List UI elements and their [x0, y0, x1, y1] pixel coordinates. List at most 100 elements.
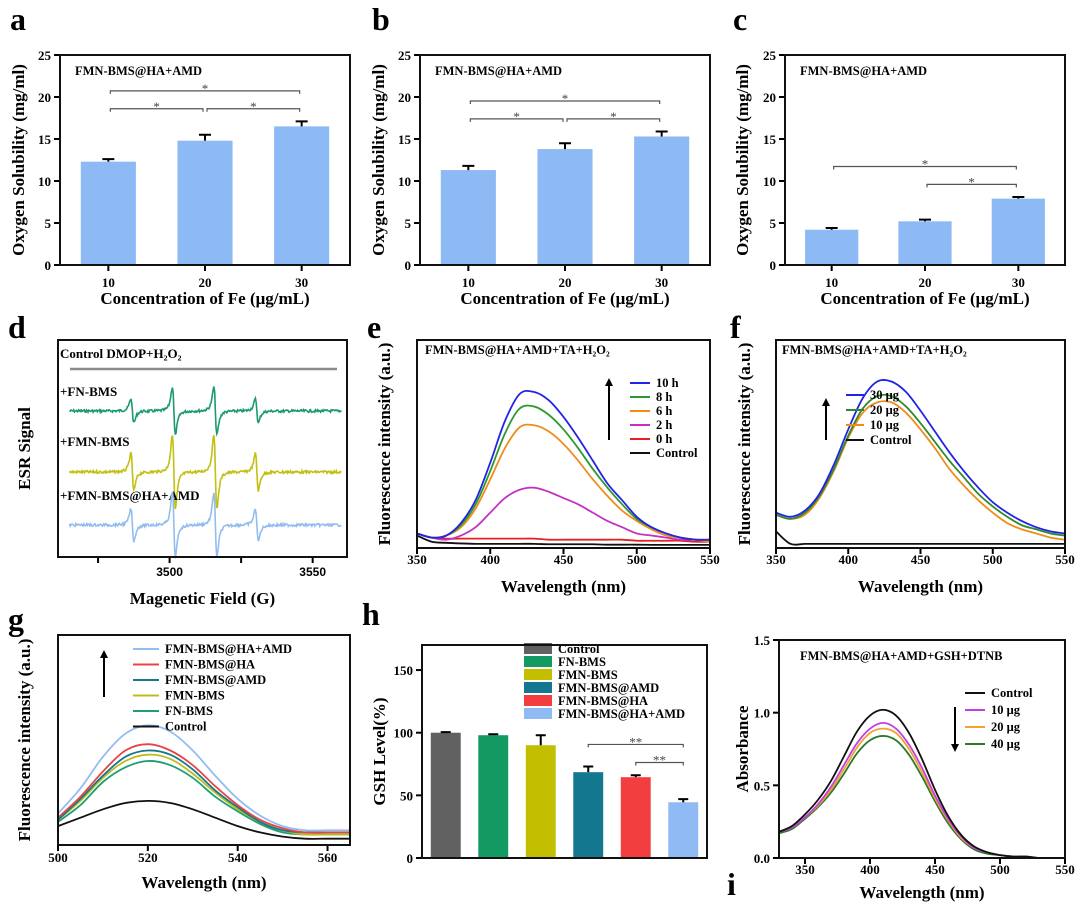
significance-label: *	[202, 81, 209, 96]
plot-frame	[57, 634, 351, 846]
x-axis-label: Magenetic Field (G)	[130, 589, 275, 608]
error-bar	[440, 731, 451, 734]
legend-label: FMN-BMS@HA+AMD	[558, 707, 685, 721]
legend-label: Control	[991, 686, 1033, 700]
y-axis-label: Oxygen Solubility (mg/ml)	[9, 64, 28, 256]
legend: ControlFN-BMSFMN-BMSFMN-BMS@AMDFMN-BMS@H…	[524, 642, 685, 721]
panel-letter: d	[8, 309, 26, 345]
y-tick-label: 50	[400, 788, 413, 803]
legend-label: 40 μg	[991, 737, 1021, 751]
spectrum-line	[69, 386, 342, 437]
x-tick-label: 500	[983, 552, 1003, 567]
y-tick-label: 10	[398, 174, 411, 189]
series-line	[779, 735, 1065, 858]
legend-label: FN-BMS	[558, 655, 606, 669]
x-tick-label: 30	[295, 275, 308, 290]
y-tick-label: 10	[763, 174, 776, 189]
y-tick-label: 1.5	[754, 633, 771, 648]
bar	[668, 802, 699, 858]
x-tick-label: 450	[925, 862, 945, 877]
significance-bracket	[635, 761, 684, 766]
y-tick-label: 5	[45, 216, 52, 231]
error-bar	[630, 774, 641, 778]
error-bar	[102, 158, 115, 162]
y-axis-label: Fluorescence intensity (a.u.)	[735, 343, 754, 546]
series-group	[58, 724, 350, 840]
panel-d: d ESR Signal Magenetic Field (G) 3500 3550 Co…	[8, 309, 348, 608]
error-bar	[825, 227, 838, 230]
x-tick-label: 500	[990, 862, 1010, 877]
x-axis-label: Wavelength (nm)	[501, 577, 626, 596]
legend-label: Control	[656, 446, 698, 460]
spectrum-line	[68, 434, 342, 510]
x-axis-label: Wavelength (nm)	[858, 577, 983, 596]
x-tick-label: 400	[839, 552, 859, 567]
series-line	[779, 721, 1065, 858]
y-tick-label: 100	[394, 726, 414, 741]
panel-g: g Fluorescence intensity (a.u.) Wavelength…	[8, 601, 351, 892]
significance-label: *	[250, 99, 257, 114]
spectrum-label: +FN-BMS	[60, 384, 117, 399]
x-tick-label: 450	[554, 552, 574, 567]
legend-label: 10 μg	[870, 418, 900, 432]
plot-frame	[784, 54, 1066, 266]
x-axis-label: Concentration of Fe (μg/mL)	[100, 289, 309, 308]
y-axis-label: Absorbance	[733, 705, 752, 792]
error-bar	[919, 218, 931, 222]
significance-bracket	[469, 118, 564, 122]
arrow-head-icon	[605, 378, 613, 386]
x-tick-label: 350	[766, 552, 786, 567]
y-tick-label: 15	[398, 132, 412, 147]
series-line	[417, 486, 710, 543]
x-axis-label: Concentration of Fe (μg/mL)	[460, 289, 669, 308]
y-tick-label: 10	[38, 174, 51, 189]
significance-label: *	[153, 99, 160, 114]
legend-swatch	[524, 682, 552, 693]
significance-label: *	[562, 91, 569, 106]
significance-label: **	[653, 753, 666, 768]
y-axis-label: Oxygen Solubility (mg/ml)	[369, 64, 388, 256]
significance-label: *	[922, 157, 929, 172]
panel-title: FMN-BMS@HA+AMD	[435, 64, 562, 78]
spectrum-label: Control DMOP+H₂O₂	[60, 346, 182, 361]
significance-bracket	[833, 165, 1017, 170]
panel-title: FMN-BMS@HA+AMD	[75, 64, 202, 78]
x-tick-label: 10	[825, 275, 838, 290]
x-axis-label: Concentration of Fe (μg/mL)	[820, 289, 1029, 308]
panel-letter: i	[727, 866, 736, 902]
bar	[274, 126, 330, 266]
y-tick-label: 25	[398, 48, 412, 63]
plot-frame	[778, 639, 1066, 859]
y-axis-label: Oxygen Solubility (mg/ml)	[733, 64, 752, 256]
x-tick-label: 520	[138, 850, 158, 865]
bar	[430, 732, 461, 858]
series-group	[779, 708, 1065, 858]
series-line	[58, 799, 350, 840]
y-tick-label: 5	[405, 216, 412, 231]
y-tick-label: 0.5	[754, 778, 771, 793]
legend-label: 8 h	[656, 390, 672, 404]
legend: Control 10 μg 20 μg 40 μg	[965, 686, 1033, 751]
legend-label: FMN-BMS@HA	[558, 694, 648, 708]
bar	[478, 735, 509, 858]
spectrum-line	[68, 491, 342, 559]
significance-bracket	[109, 90, 301, 94]
series-line	[779, 708, 1065, 858]
bar	[991, 198, 1045, 265]
legend-label: 10 h	[656, 376, 679, 390]
legend-label: FMN-BMS@AMD	[558, 681, 659, 695]
y-axis-label: ESR Signal	[15, 407, 34, 490]
x-tick-label: 3500	[156, 565, 183, 579]
series-line	[776, 530, 1065, 546]
plot-frame	[419, 54, 711, 266]
x-tick-label: 450	[911, 552, 931, 567]
legend-swatch	[524, 643, 552, 654]
arrow-head-icon	[822, 398, 830, 406]
y-tick-label: 0	[407, 851, 414, 866]
x-tick-label: 500	[627, 552, 647, 567]
